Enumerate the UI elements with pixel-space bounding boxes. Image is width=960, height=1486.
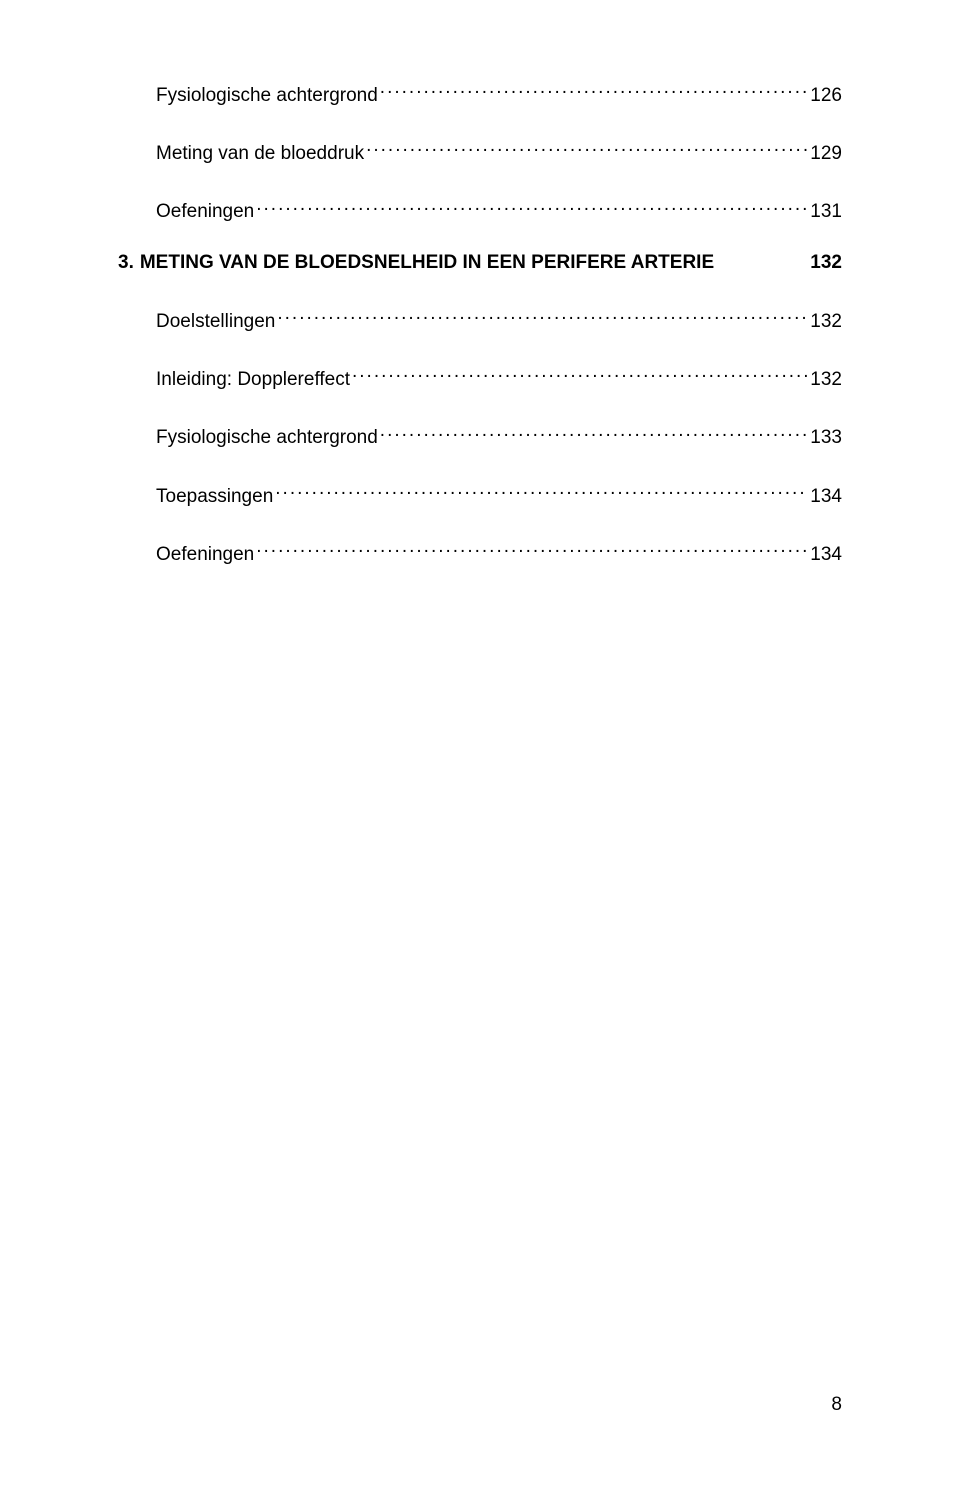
- toc-entry: Doelstellingen 132: [118, 302, 842, 334]
- toc-entry-page: 126: [810, 84, 842, 109]
- toc-entry: Toepassingen 134: [118, 477, 842, 509]
- toc-entry-label: Meting van de bloeddruk: [156, 142, 364, 167]
- toc-entry: Oefeningen 134: [118, 535, 842, 567]
- toc-entry: Oefeningen 131: [118, 193, 842, 225]
- toc-leader-dots: [256, 193, 808, 218]
- toc-section-heading: 3. METING VAN DE BLOEDSNELHEID IN EEN PE…: [118, 251, 842, 276]
- toc-leader-dots: [256, 535, 808, 560]
- toc-entry-page: 129: [810, 142, 842, 167]
- toc-entry-page: 133: [810, 426, 842, 451]
- toc-leader-dots: [380, 419, 809, 444]
- toc-entry: Fysiologische achtergrond 126: [118, 76, 842, 108]
- toc-entry: Meting van de bloeddruk 129: [118, 134, 842, 166]
- toc-section-title: METING VAN DE BLOEDSNELHEID IN EEN PERIF…: [140, 251, 714, 276]
- toc-entry-page: 134: [810, 543, 842, 568]
- toc-entry-label: Doelstellingen: [156, 310, 275, 335]
- toc-leader-dots: [366, 134, 808, 159]
- toc-leader-dots: [275, 477, 808, 502]
- toc-leader-dots: [380, 76, 809, 101]
- toc-section-number: 3.: [118, 251, 134, 276]
- toc-entry-label: Toepassingen: [156, 485, 273, 510]
- page-number: 8: [831, 1394, 842, 1416]
- toc-entry-page: 132: [810, 310, 842, 335]
- toc-entry-label: Oefeningen: [156, 200, 254, 225]
- document-page: Fysiologische achtergrond 126 Meting van…: [0, 0, 960, 1486]
- toc-entry-page: 132: [810, 368, 842, 393]
- toc-leader-dots: [352, 360, 808, 385]
- toc-entry-page: 131: [810, 200, 842, 225]
- toc-entry: Fysiologische achtergrond 133: [118, 419, 842, 451]
- toc-entry-label: Oefeningen: [156, 543, 254, 568]
- toc-entry-label: Fysiologische achtergrond: [156, 84, 378, 109]
- toc-leader-dots: [277, 302, 808, 327]
- toc-section-page: 132: [810, 251, 842, 276]
- toc-entry-label: Inleiding: Dopplereffect: [156, 368, 350, 393]
- toc-entry-page: 134: [810, 485, 842, 510]
- toc-entry: Inleiding: Dopplereffect 132: [118, 360, 842, 392]
- toc-entry-label: Fysiologische achtergrond: [156, 426, 378, 451]
